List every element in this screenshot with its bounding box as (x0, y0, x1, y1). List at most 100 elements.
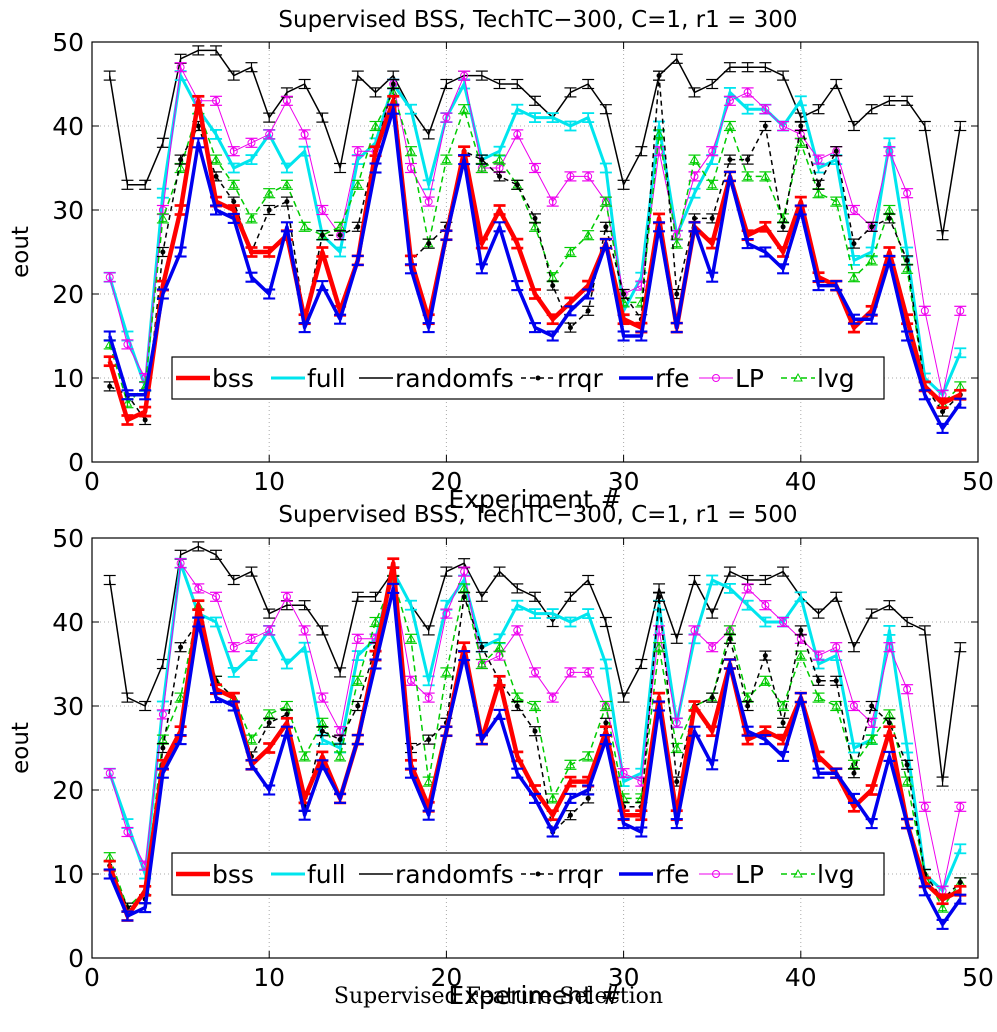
data-point-lvg (778, 700, 788, 710)
data-point-lvg (530, 700, 540, 710)
chart-title: Supervised BSS, TechTC−300, C=1, r1 = 50… (278, 502, 797, 528)
data-point-LP (725, 96, 734, 105)
data-point-rrqr (709, 695, 715, 701)
data-point-lvg (795, 650, 806, 660)
data-point-LP (176, 63, 185, 72)
data-point-rrqr (319, 728, 325, 734)
legend-label-bss: bss (212, 364, 254, 393)
data-point-rrqr (390, 81, 396, 87)
data-point-lvg (459, 583, 469, 592)
data-point-lvg (299, 221, 310, 231)
y-tick-label: 30 (52, 196, 84, 225)
data-point-rrqr (780, 720, 786, 726)
x-tick-label: 40 (785, 963, 817, 992)
data-point-rrqr (461, 594, 467, 600)
data-point-rrqr (940, 409, 946, 415)
data-point-rrqr (585, 308, 591, 314)
data-point-LP (265, 626, 274, 635)
data-point-rrqr (727, 157, 733, 163)
x-tick-label: 20 (430, 467, 462, 496)
data-point-rrqr (479, 157, 485, 163)
data-point-lvg (866, 734, 877, 744)
data-point-LP (690, 626, 699, 635)
data-point-rrqr (532, 215, 538, 221)
data-point-LP (956, 306, 965, 315)
data-point-lvg (884, 204, 895, 214)
data-point-lvg (211, 154, 221, 164)
data-point-lvg (406, 633, 416, 643)
data-point-rrqr (497, 173, 503, 179)
data-point-LP (318, 693, 327, 702)
data-point-lvg (352, 675, 363, 685)
data-point-LP (212, 592, 221, 601)
x-tick-label: 30 (608, 467, 640, 496)
data-point-lvg (423, 776, 434, 786)
data-point-LP (548, 197, 557, 206)
data-point-rrqr (284, 711, 290, 717)
data-point-LP (584, 668, 593, 677)
data-point-LP (708, 643, 717, 652)
data-point-rrqr (355, 703, 361, 709)
data-point-rrqr (816, 182, 822, 188)
data-point-lvg (158, 213, 168, 222)
data-point-rrqr (869, 703, 875, 709)
x-tick-label: 0 (84, 963, 100, 992)
data-point-rrqr (886, 720, 892, 726)
data-point-lvg (601, 700, 611, 710)
data-point-lvg (175, 162, 186, 172)
series-randomfs (103, 45, 967, 241)
data-point-rrqr (886, 215, 892, 221)
data-point-rrqr (585, 795, 591, 801)
data-point-lvg (335, 221, 345, 231)
y-tick-label: 50 (52, 524, 84, 553)
data-point-LP (460, 71, 469, 80)
data-point-LP (584, 172, 593, 181)
data-point-lvg (406, 146, 416, 155)
legend-label-lvg: lvg (817, 860, 855, 889)
data-point-LP (672, 718, 681, 727)
data-point-rrqr (745, 703, 751, 709)
data-point-rrqr (479, 644, 485, 650)
plot-area-frame (91, 537, 979, 959)
data-point-rrqr (798, 627, 804, 633)
data-point-rrqr (142, 417, 148, 423)
legend-marker-rrqr (535, 375, 541, 381)
data-point-lvg (849, 272, 859, 281)
x-tick-label: 40 (785, 467, 817, 496)
data-point-rrqr (266, 207, 272, 213)
x-tick-label: 10 (253, 467, 285, 496)
data-point-rrqr (833, 148, 839, 154)
data-point-LP (194, 584, 203, 593)
data-point-rrqr (798, 123, 804, 129)
data-point-LP (353, 147, 362, 156)
data-point-lvg (246, 213, 257, 222)
data-point-rrqr (816, 678, 822, 684)
data-point-lvg (264, 188, 275, 197)
data-point-rrqr (514, 182, 520, 188)
series-line-randomfs (108, 49, 962, 236)
data-point-LP (885, 643, 894, 652)
data-point-rrqr (514, 703, 520, 709)
data-point-LP (442, 113, 451, 122)
data-point-lvg (370, 120, 381, 130)
data-point-lvg (866, 255, 877, 264)
data-point-LP (761, 601, 770, 610)
data-point-LP (406, 676, 415, 685)
data-point-lvg (689, 154, 700, 164)
data-point-lvg (459, 104, 469, 113)
data-point-rrqr (567, 325, 573, 331)
data-point-lvg (494, 154, 505, 164)
y-tick-label: 40 (52, 112, 84, 141)
plot-area-frame (91, 41, 979, 463)
data-point-lvg (335, 751, 345, 760)
data-point-rrqr (284, 199, 290, 205)
data-point-rrqr (851, 770, 857, 776)
data-point-lvg (547, 272, 558, 281)
data-point-rrqr (621, 291, 627, 297)
data-point-lvg (795, 137, 806, 147)
data-point-lvg (813, 188, 824, 197)
data-point-lvg (725, 120, 735, 130)
data-point-lvg (884, 709, 895, 718)
data-point-lvg (441, 154, 452, 164)
data-point-rrqr (709, 215, 715, 221)
